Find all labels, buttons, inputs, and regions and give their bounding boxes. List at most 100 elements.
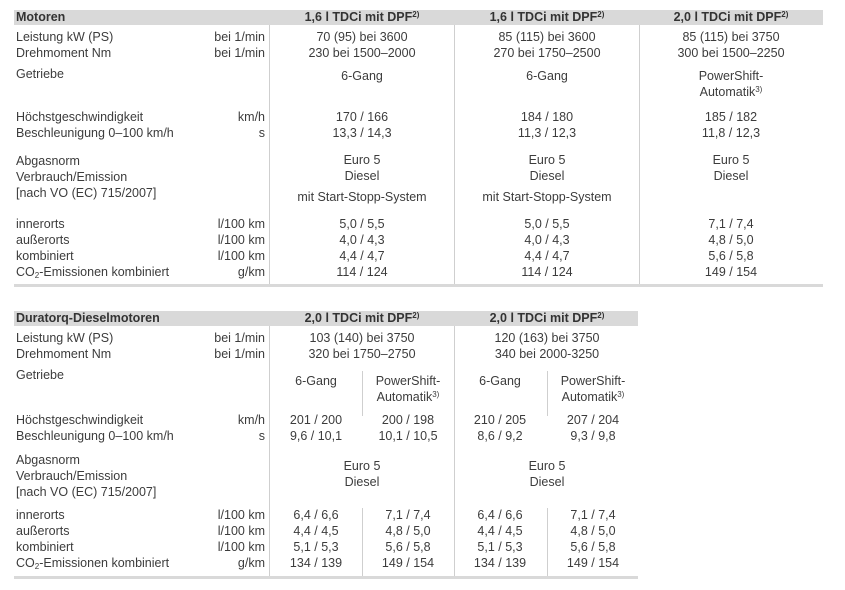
table-title: Motoren bbox=[16, 10, 66, 24]
row-label-ausserorts: außerorts bbox=[16, 233, 70, 247]
row-label-drehmoment: Drehmoment Nm bbox=[16, 46, 112, 60]
value-getriebe: 6-Gang bbox=[295, 374, 337, 388]
value-co2: 114 / 124 bbox=[336, 265, 388, 279]
value-innerorts: 6,4 / 6,6 bbox=[293, 508, 339, 522]
unit-leistung: bei 1/min bbox=[214, 331, 265, 345]
unit-co2: g/km bbox=[237, 556, 265, 570]
column-divider bbox=[454, 326, 455, 576]
value-drehmoment: 340 bei 2000-3250 bbox=[494, 347, 600, 361]
value-beschleunigung: 10,1 / 10,5 bbox=[378, 429, 438, 443]
value-kombiniert: 4,4 / 4,7 bbox=[339, 249, 385, 263]
value-kombiniert: 4,4 / 4,7 bbox=[524, 249, 570, 263]
value-innerorts: 7,1 / 7,4 bbox=[708, 217, 754, 231]
duratorq-table: Duratorq-Dieselmotoren 2,0 l TDCi mit DP… bbox=[14, 311, 638, 579]
value-ausserorts: 4,0 / 4,3 bbox=[339, 233, 385, 247]
unit-leistung: bei 1/min bbox=[214, 30, 265, 44]
value-kombiniert: 5,1 / 5,3 bbox=[293, 540, 339, 554]
column-divider bbox=[639, 25, 640, 284]
value-getriebe-line2: Automatik3) bbox=[376, 390, 440, 404]
value-leistung: 103 (140) bei 3750 bbox=[309, 331, 415, 345]
row-label-leistung: Leistung kW (PS) bbox=[16, 30, 114, 44]
value-ausserorts: 4,8 / 5,0 bbox=[708, 233, 754, 247]
value-system: mit Start-Stopp-System bbox=[482, 190, 612, 204]
value-innerorts: 6,4 / 6,6 bbox=[477, 508, 523, 522]
row-label-getriebe: Getriebe bbox=[16, 67, 64, 81]
value-hoechst: 201 / 200 bbox=[289, 413, 343, 427]
unit-hoechst: km/h bbox=[237, 413, 265, 427]
subcolumn-divider bbox=[362, 371, 363, 416]
value-beschleunigung: 13,3 / 14,3 bbox=[332, 126, 392, 140]
unit-drehmoment: bei 1/min bbox=[214, 46, 265, 60]
row-label-leistung: Leistung kW (PS) bbox=[16, 331, 114, 345]
value-getriebe-line2: Automatik3) bbox=[561, 390, 625, 404]
row-label-innerorts: innerorts bbox=[16, 217, 65, 231]
value-drehmoment: 320 bei 1750–2750 bbox=[308, 347, 416, 361]
column-divider bbox=[454, 25, 455, 284]
row-label-beschleunigung: Beschleunigung 0–100 km/h bbox=[16, 429, 174, 443]
value-hoechst: 170 / 166 bbox=[335, 110, 389, 124]
value-innerorts: 5,0 / 5,5 bbox=[524, 217, 570, 231]
row-label-hoechst: Höchstgeschwindigkeit bbox=[16, 110, 144, 124]
value-leistung: 120 (163) bei 3750 bbox=[494, 331, 600, 345]
subcolumn-divider bbox=[547, 371, 548, 416]
row-label-co2: CO2-Emissionen kombiniert bbox=[16, 265, 170, 280]
value-leistung: 70 (95) bei 3600 bbox=[316, 30, 408, 44]
value-abgas: Euro 5 bbox=[343, 459, 381, 473]
unit-kombiniert: l/100 km bbox=[217, 540, 265, 554]
row-label-abgas: Abgasnorm bbox=[16, 453, 80, 467]
value-getriebe: 6-Gang bbox=[341, 69, 383, 83]
row-label-hoechst: Höchstgeschwindigkeit bbox=[16, 413, 144, 427]
value-drehmoment: 230 bei 1500–2000 bbox=[308, 46, 416, 60]
value-kraftstoff: Diesel bbox=[529, 475, 565, 489]
value-hoechst: 207 / 204 bbox=[566, 413, 620, 427]
value-system: mit Start-Stopp-System bbox=[297, 190, 427, 204]
value-co2: 149 / 154 bbox=[566, 556, 620, 570]
value-kombiniert: 5,6 / 5,8 bbox=[385, 540, 431, 554]
value-co2: 114 / 124 bbox=[521, 265, 573, 279]
row-label-verbrauch: Verbrauch/Emission bbox=[16, 469, 128, 483]
unit-kombiniert: l/100 km bbox=[217, 249, 265, 263]
value-ausserorts: 4,8 / 5,0 bbox=[385, 524, 431, 538]
value-getriebe-line2: Automatik3) bbox=[699, 85, 763, 99]
value-kraftstoff: Diesel bbox=[713, 169, 749, 183]
column-divider bbox=[269, 25, 270, 284]
value-co2: 134 / 139 bbox=[473, 556, 527, 570]
row-label-ausserorts: außerorts bbox=[16, 524, 70, 538]
value-abgas: Euro 5 bbox=[343, 153, 381, 167]
unit-innerorts: l/100 km bbox=[217, 217, 265, 231]
value-abgas: Euro 5 bbox=[528, 459, 566, 473]
value-getriebe: PowerShift- bbox=[375, 374, 441, 388]
row-label-kombiniert: kombiniert bbox=[16, 249, 74, 263]
row-label-innerorts: innerorts bbox=[16, 508, 65, 522]
value-hoechst: 185 / 182 bbox=[704, 110, 758, 124]
value-leistung: 85 (115) bei 3600 bbox=[498, 30, 596, 44]
column-header: 1,6 l TDCi mit DPF2) bbox=[304, 10, 420, 24]
value-hoechst: 210 / 205 bbox=[473, 413, 527, 427]
value-beschleunigung: 11,3 / 12,3 bbox=[517, 126, 577, 140]
unit-ausserorts: l/100 km bbox=[217, 524, 265, 538]
row-label-vo: [nach VO (EC) 715/2007] bbox=[16, 186, 157, 200]
value-leistung: 85 (115) bei 3750 bbox=[682, 30, 780, 44]
value-ausserorts: 4,4 / 4,5 bbox=[477, 524, 523, 538]
value-beschleunigung: 8,6 / 9,2 bbox=[477, 429, 523, 443]
value-kraftstoff: Diesel bbox=[529, 169, 565, 183]
unit-hoechst: km/h bbox=[237, 110, 265, 124]
row-label-beschleunigung: Beschleunigung 0–100 km/h bbox=[16, 126, 174, 140]
value-abgas: Euro 5 bbox=[712, 153, 750, 167]
value-getriebe: 6-Gang bbox=[526, 69, 568, 83]
column-header: 1,6 l TDCi mit DPF2) bbox=[489, 10, 605, 24]
value-hoechst: 200 / 198 bbox=[381, 413, 435, 427]
unit-innerorts: l/100 km bbox=[217, 508, 265, 522]
value-co2: 149 / 154 bbox=[704, 265, 758, 279]
unit-beschleunigung: s bbox=[258, 126, 265, 140]
subcolumn-divider bbox=[547, 508, 548, 576]
value-drehmoment: 270 bei 1750–2500 bbox=[493, 46, 601, 60]
row-label-drehmoment: Drehmoment Nm bbox=[16, 347, 112, 361]
unit-drehmoment: bei 1/min bbox=[214, 347, 265, 361]
value-co2: 134 / 139 bbox=[289, 556, 343, 570]
value-innerorts: 7,1 / 7,4 bbox=[570, 508, 616, 522]
value-innerorts: 5,0 / 5,5 bbox=[339, 217, 385, 231]
value-ausserorts: 4,0 / 4,3 bbox=[524, 233, 570, 247]
row-label-kombiniert: kombiniert bbox=[16, 540, 74, 554]
value-drehmoment: 300 bei 1500–2250 bbox=[677, 46, 785, 60]
